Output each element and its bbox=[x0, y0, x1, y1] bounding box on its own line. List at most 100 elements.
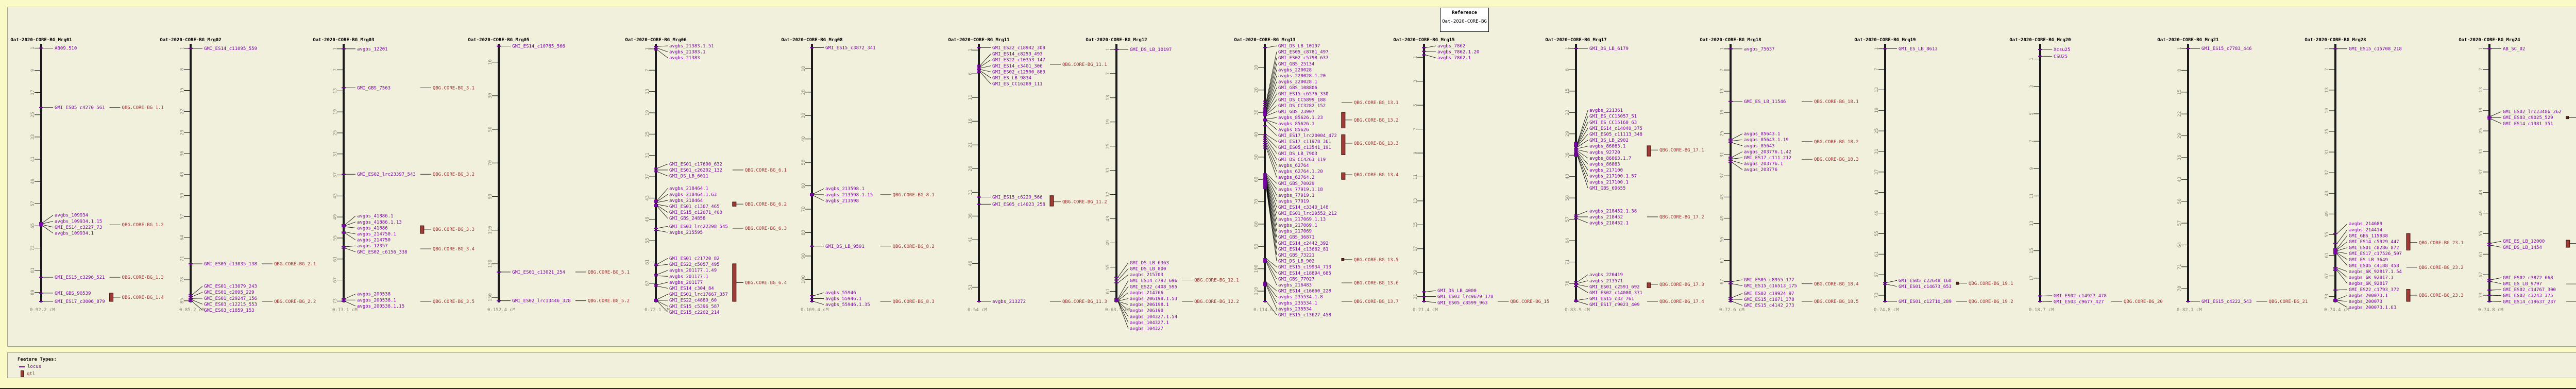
tick-label: 71 bbox=[180, 256, 185, 262]
locus-connector bbox=[657, 194, 668, 201]
tick-label: 13 bbox=[645, 89, 650, 94]
locus-connector bbox=[1117, 298, 1129, 301]
map-range-label: 0-109.4 cM bbox=[801, 308, 829, 313]
qtl-label: QBG.CORE-BG_23.2 bbox=[2419, 265, 2464, 270]
linkage-group-Mrg23: Oat-2020-CORE-BG_Mrg23 1 7 13 19 25 31 37 43 49 55… bbox=[2304, 38, 2463, 313]
locus-label: avgbs_85643.1.19 bbox=[1744, 138, 1789, 143]
locus-connector bbox=[1117, 301, 1129, 323]
locus-position-mark bbox=[654, 199, 658, 201]
qtl-bar-icon bbox=[21, 370, 24, 377]
tick-label: 37 bbox=[2479, 169, 2484, 175]
tick-label: 37 bbox=[645, 174, 650, 180]
map-title-Mrg02: Oat-2020-CORE-BG_Mrg02 bbox=[160, 38, 221, 43]
qtl-label: QBG.CORE-BG_18.1 bbox=[1814, 99, 1859, 105]
qtl-label: QBG.CORE-BG_8.1 bbox=[893, 193, 935, 198]
locus-label: avgbs_85626.1.23 bbox=[1278, 115, 1323, 121]
locus-label: GMI_ES03_c1859_153 bbox=[204, 308, 255, 313]
locus-position-mark bbox=[1263, 120, 1267, 122]
tick-label: 19 bbox=[1874, 108, 1879, 113]
locus-position-mark bbox=[654, 299, 658, 301]
tick-label: 100 bbox=[801, 275, 806, 283]
tick-label: 57 bbox=[1565, 216, 1570, 222]
tick-label: 57 bbox=[2177, 221, 2182, 226]
tick-label: 67 bbox=[645, 280, 650, 286]
tick-label: 67 bbox=[1874, 272, 1879, 278]
locus-connector bbox=[1117, 301, 1129, 329]
locus-position-mark bbox=[1263, 176, 1267, 178]
locus-connector bbox=[1117, 292, 1129, 301]
locus-connector bbox=[1577, 149, 1588, 153]
locus-position-mark bbox=[654, 230, 658, 231]
locus-label: avgbs_203776 bbox=[1744, 167, 1777, 173]
tick-label: 1 bbox=[180, 47, 185, 49]
tick-label: 71 bbox=[1565, 259, 1570, 265]
locus-position-mark bbox=[654, 301, 658, 302]
locus-position-mark bbox=[1263, 260, 1267, 262]
locus-label: avgbs_213571 bbox=[1589, 279, 1623, 284]
tick-label: 73 bbox=[2325, 294, 2330, 299]
tick-label: 50 bbox=[1254, 154, 1259, 160]
map-title-Mrg15: Oat-2020-CORE-BG_Mrg15 bbox=[1393, 38, 1454, 43]
locus-position-mark bbox=[189, 298, 193, 299]
linkage-group-Mrg05: Oat-2020-CORE-BG_Mrg05 10 30 50 70 90 110 130 15… bbox=[468, 38, 630, 313]
locus-label: avgbs_6K_92817.1 bbox=[2349, 276, 2394, 281]
tick-label: 43 bbox=[2325, 191, 2330, 196]
locus-connector bbox=[1266, 143, 1277, 166]
locus-position-mark bbox=[1422, 291, 1426, 293]
tick-label: 7 bbox=[2029, 140, 2035, 142]
qtl-label: QBG.CORE-BG_17.2 bbox=[1659, 215, 1704, 220]
locus-position-mark bbox=[1114, 277, 1118, 278]
locus-label: avgbs_21383 bbox=[669, 56, 700, 61]
locus-label: GMI_ES_CC16289_111 bbox=[992, 82, 1043, 87]
locus-label: avgbs_41886 bbox=[357, 226, 388, 231]
locus-position-mark bbox=[1728, 100, 1733, 102]
tick-label: 49 bbox=[2325, 211, 2330, 217]
tick-label: 64 bbox=[2177, 242, 2182, 248]
locus-connector bbox=[42, 215, 54, 223]
tick-label: 25 bbox=[2325, 129, 2330, 134]
locus-position-mark bbox=[1263, 178, 1267, 179]
locus-position-mark bbox=[977, 67, 981, 69]
locus-label: GMI_ES03_c9677_427 bbox=[2054, 299, 2104, 305]
locus-position-mark bbox=[1883, 282, 1887, 283]
tick-label: 25 bbox=[2479, 128, 2484, 134]
locus-label: GMI_ES15_c12071_400 bbox=[669, 210, 722, 215]
locus-label: GMI_ES17_c111_212 bbox=[1744, 156, 1791, 161]
locus-connector bbox=[1425, 55, 1436, 58]
locus-position-mark bbox=[1263, 285, 1267, 286]
locus-label: avgbs_203776.1.42 bbox=[1744, 149, 1791, 155]
locus-connector bbox=[2336, 301, 2348, 308]
locus-position-mark bbox=[1263, 181, 1267, 182]
tick-label: 22 bbox=[180, 109, 185, 114]
locus-connector bbox=[1732, 139, 1743, 141]
locus-connector bbox=[2336, 251, 2348, 254]
locus-label: GMI_ES_LB_12000 bbox=[2503, 239, 2545, 244]
locus-position-mark bbox=[1263, 119, 1267, 120]
linkage-group-Mrg11: Oat-2020-CORE-BG_Mrg11161116212631364146… bbox=[948, 38, 1107, 313]
map-title-Mrg24: Oat-2020-CORE-BG_Mrg24 bbox=[2459, 38, 2520, 43]
qtl-extent-bar bbox=[1341, 112, 1346, 128]
tick-label: 15 bbox=[1413, 222, 1418, 228]
locus-connector bbox=[192, 301, 203, 311]
locus-position-mark bbox=[1574, 151, 1578, 153]
locus-label: GMI_ES02_c3243_375 bbox=[2503, 294, 2553, 299]
tick-label: 49 bbox=[1874, 210, 1879, 216]
locus-connector bbox=[1577, 286, 1588, 293]
locus-connector bbox=[1266, 121, 1277, 130]
locus-connector bbox=[1577, 155, 1588, 182]
locus-position-mark bbox=[1263, 109, 1267, 111]
locus-connector bbox=[345, 301, 356, 307]
tick-label: 21 bbox=[1413, 294, 1418, 299]
locus-label: GMI_ES14_c16660_228 bbox=[1278, 289, 1331, 294]
locus-label: avgbs_214414 bbox=[2349, 228, 2382, 233]
locus-label: avgbs_21383.1.51 bbox=[669, 44, 714, 49]
locus-connector bbox=[2490, 119, 2502, 124]
qtl-label: QBG.CORE-BG_2.1 bbox=[274, 262, 316, 267]
locus-label: GMI_DS_LB_6363 bbox=[1130, 261, 1169, 266]
locus-label: avgbs_203776.1 bbox=[1744, 162, 1783, 167]
locus-label: avgbs_7862.1 bbox=[1437, 56, 1471, 61]
tick-label: 61 bbox=[645, 259, 650, 265]
locus-connector bbox=[1577, 152, 1588, 164]
locus-position-mark bbox=[1574, 144, 1578, 146]
map-range-label: 0-74.8 cM bbox=[2478, 308, 2503, 313]
